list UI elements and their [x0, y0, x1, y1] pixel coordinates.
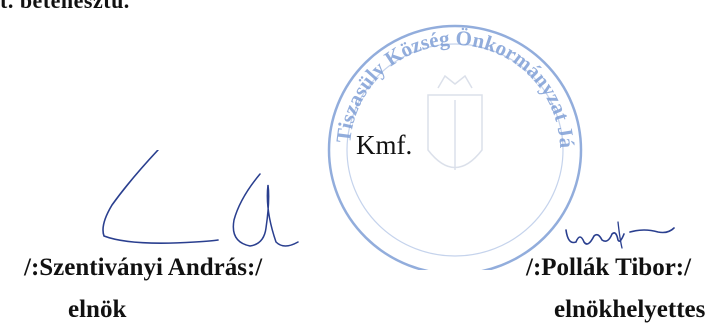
kmf-closing: Kmf.	[356, 130, 413, 160]
cut-off-text-line: t. betenesztu.	[0, 0, 130, 13]
handwritten-signature-left	[102, 150, 299, 247]
coat-of-arms-icon	[427, 74, 483, 170]
official-stamp: Tiszasüly Község Önkormányzat Jász-Nagyk…	[310, 10, 583, 270]
signatory-name-left: /:Szentiványi András:/	[24, 254, 263, 281]
signatory-name-right: /:Pollák Tibor:/	[526, 254, 692, 281]
stamp-outer-ring	[327, 24, 583, 270]
stamp-inner-ring	[346, 43, 564, 257]
signatory-title-left: elnök	[68, 296, 127, 323]
signatory-title-right: elnökhelyettes	[554, 296, 706, 323]
handwritten-signature-right	[565, 221, 675, 249]
